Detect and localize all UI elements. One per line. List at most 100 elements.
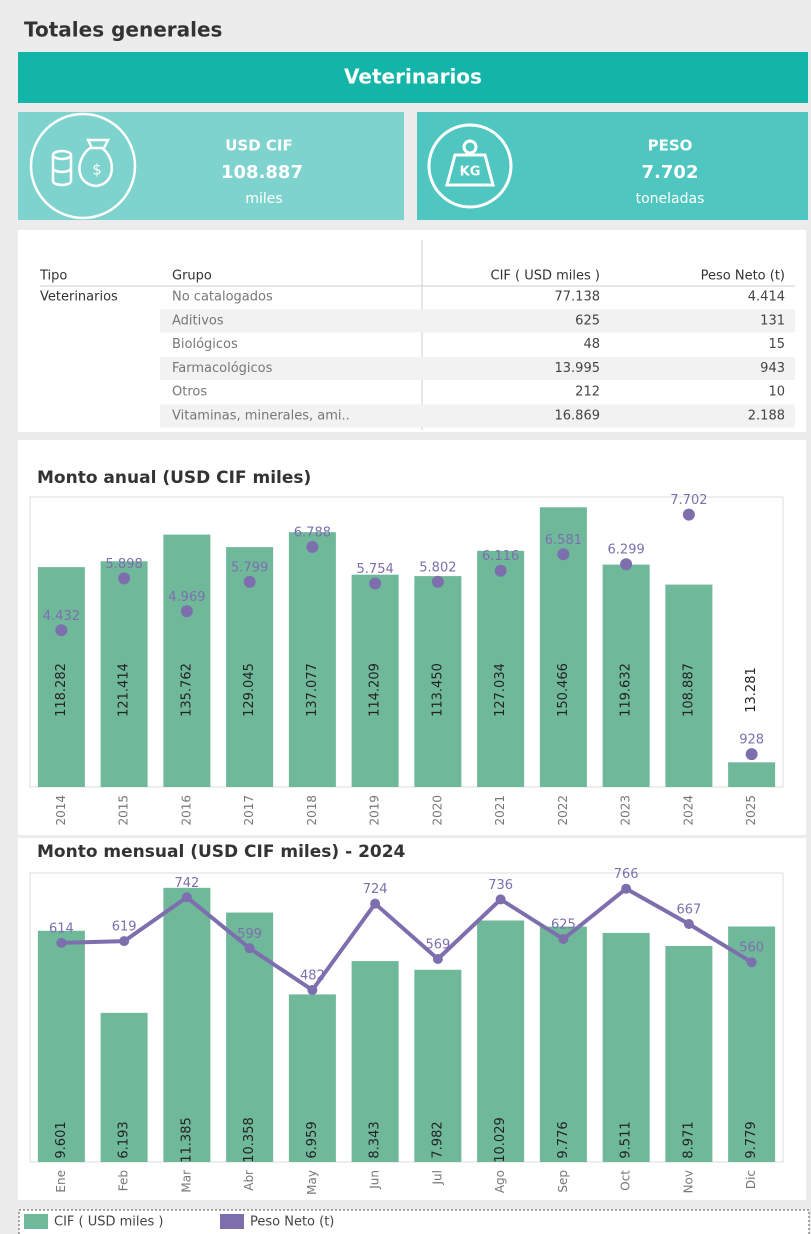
point-label: 6.116: [482, 549, 519, 564]
bar: [665, 945, 713, 1162]
point-label: 482: [300, 969, 325, 984]
kpi-value: 108.887: [221, 162, 303, 183]
point: [682, 508, 695, 521]
kpi-unit: toneladas: [636, 191, 705, 207]
row-band: [160, 356, 795, 380]
bar-label: 10.029: [493, 1117, 508, 1163]
x-tick-label: 2023: [619, 795, 633, 826]
x-tick-label: Sep: [556, 1170, 570, 1193]
legend-label: CIF ( USD miles ): [54, 1215, 164, 1230]
point-label: 6.581: [545, 533, 582, 548]
table-cell: Aditivos: [172, 313, 224, 328]
bar-label: 8.343: [368, 1121, 383, 1158]
legend-swatch: [220, 1214, 244, 1229]
point: [369, 577, 382, 590]
banner-title: Veterinarios: [344, 65, 482, 89]
bar-label: 9.601: [54, 1121, 69, 1158]
x-tick-label: Jun: [368, 1170, 382, 1190]
column-header: Peso Neto (t): [701, 269, 785, 284]
bar-label: 118.282: [54, 663, 69, 717]
point: [557, 548, 570, 561]
bar-label: 113.450: [430, 663, 445, 717]
bar: [351, 574, 399, 787]
point: [745, 748, 758, 761]
table-cell: 13.995: [555, 361, 601, 376]
point: [306, 540, 319, 553]
table-cell: Otros: [172, 385, 207, 400]
column-header: CIF ( USD miles ): [491, 269, 601, 284]
table-cell: 16.869: [555, 409, 601, 424]
plot-frame: [29, 872, 784, 1163]
bar: [414, 576, 462, 787]
bar: [226, 912, 274, 1162]
kpi-label: PESO: [648, 137, 693, 155]
point-label: 5.802: [419, 560, 456, 575]
point-label: 614: [49, 921, 74, 936]
kpi-unit: miles: [245, 191, 282, 207]
point: [370, 898, 381, 909]
point: [621, 883, 632, 894]
x-tick-label: 2018: [305, 795, 319, 826]
point-label: 599: [237, 927, 262, 942]
table-cell: Veterinarios: [40, 290, 118, 305]
table-cell: 625: [575, 313, 600, 328]
table-cell: Biológicos: [172, 337, 238, 352]
banner: [18, 52, 808, 103]
point-label: 4.969: [168, 590, 205, 605]
chart-title: Monto mensual (USD CIF miles) - 2024: [37, 842, 406, 862]
point: [118, 572, 131, 585]
bar-label: 121.414: [117, 663, 132, 717]
point-label: 5.754: [357, 562, 394, 577]
x-tick-label: Abr: [242, 1170, 256, 1191]
point: [244, 943, 255, 954]
table-cell: 212: [575, 385, 600, 400]
svg-text:$: $: [92, 161, 102, 179]
bar: [414, 969, 462, 1162]
x-tick-label: Jul: [430, 1170, 444, 1185]
point-label: 667: [676, 903, 701, 918]
bar: [665, 584, 713, 787]
bar-label: 108.887: [681, 663, 696, 717]
legend-label: Peso Neto (t): [250, 1215, 334, 1230]
bar: [728, 762, 776, 787]
point: [495, 894, 506, 905]
table-cell: 4.414: [748, 290, 785, 305]
point-label: 4.432: [43, 609, 80, 624]
bar-label: 13.281: [744, 667, 759, 713]
point-label: 625: [551, 918, 576, 933]
kpi-value: 7.702: [642, 162, 699, 183]
point: [180, 605, 193, 618]
table-cell: Farmacológicos: [172, 361, 273, 376]
point-label: 928: [739, 733, 764, 748]
bar: [100, 1012, 148, 1162]
column-header: Grupo: [172, 269, 212, 284]
point-label: 5.799: [231, 560, 268, 575]
point: [181, 892, 192, 903]
point: [431, 575, 444, 588]
bar-label: 9.511: [619, 1121, 634, 1158]
table-cell: 10: [768, 385, 785, 400]
x-tick-label: Mar: [179, 1170, 193, 1193]
point: [746, 957, 757, 968]
point: [683, 919, 694, 930]
x-tick-label: Ene: [54, 1170, 68, 1193]
bar: [351, 961, 399, 1162]
table-cell: 2.188: [748, 409, 785, 424]
point-label: 766: [614, 867, 639, 882]
legend-panel: [18, 1209, 810, 1234]
x-tick-label: 2016: [179, 795, 193, 826]
plot-frame: [29, 496, 784, 788]
bar: [37, 567, 85, 787]
bar-label: 127.034: [493, 663, 508, 717]
x-tick-label: 2025: [744, 795, 758, 826]
point-label: 560: [739, 941, 764, 956]
point: [494, 564, 507, 577]
point: [432, 953, 443, 964]
x-tick-label: 2015: [117, 795, 131, 826]
x-tick-label: 2019: [368, 795, 382, 826]
bar: [602, 932, 650, 1162]
chart-title: Monto anual (USD CIF miles): [37, 468, 311, 488]
bar: [477, 920, 525, 1162]
bar: [37, 930, 85, 1162]
table-cell: 77.138: [555, 290, 601, 305]
